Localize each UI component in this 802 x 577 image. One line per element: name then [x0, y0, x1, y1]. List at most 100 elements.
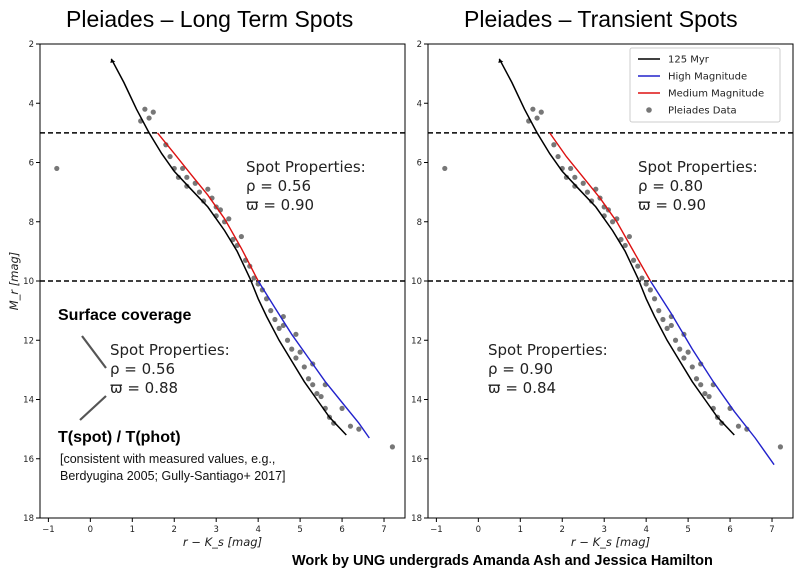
right-lower-varpi: ϖ = 0.84 — [488, 379, 557, 397]
left-lower-varpi: ϖ = 0.88 — [110, 379, 179, 397]
y-tick-label: 14 — [23, 396, 34, 406]
callout-line-varpi — [79, 395, 107, 421]
pleiades-data-point — [289, 346, 295, 352]
pleiades-data-point — [744, 426, 750, 432]
y-tick-label: 16 — [23, 455, 34, 465]
x-tick-label: 7 — [381, 525, 386, 535]
pleiades-data-point — [681, 355, 687, 361]
x-tick-label: 7 — [769, 525, 774, 535]
x-tick-label: 0 — [88, 525, 93, 535]
pleiades-data-point — [276, 325, 282, 331]
surface-coverage-label: Surface coverage — [58, 307, 192, 324]
pleiades-data-point — [201, 198, 207, 204]
y-tick-label: 10 — [411, 277, 422, 287]
pleiades-data-point — [180, 165, 186, 172]
x-tick-label: 1 — [130, 525, 135, 535]
pleiades-data-point — [706, 393, 712, 400]
pleiades-data-point — [689, 364, 695, 370]
high-line — [257, 280, 370, 439]
right-lower-spot-properties: Spot Properties: ρ = 0.90 ϖ = 0.84 — [488, 341, 608, 398]
right-spot-properties: Spot Properties: ρ = 0.80 ϖ = 0.90 — [638, 158, 758, 215]
x-tick-label: 2 — [560, 525, 565, 535]
pleiades-data-point — [356, 426, 362, 432]
x-tick-label: 0 — [476, 525, 481, 535]
pleiades-data-point — [572, 183, 578, 189]
pleiades-data-point — [389, 444, 396, 450]
pleiades-data-point — [530, 106, 536, 112]
y-tick-label: 8 — [417, 218, 422, 228]
pleiades-data-point — [618, 236, 624, 243]
right-panel-title: Pleiades – Transient Spots — [464, 6, 738, 32]
pleiades-data-point — [622, 242, 628, 249]
y-tick-label: 2 — [29, 40, 34, 50]
left-spot-properties: Spot Properties: ρ = 0.56 ϖ = 0.90 — [246, 158, 366, 215]
pleiades-data-point — [142, 106, 148, 112]
pleiades-data-point — [555, 153, 561, 160]
y-tick-label: 12 — [23, 336, 34, 346]
pleiades-data-point — [167, 153, 173, 160]
x-tick-label: −1 — [430, 525, 443, 535]
pleiades-data-point — [538, 109, 544, 115]
legend-box — [629, 47, 781, 123]
legend-label: Medium Magnitude — [668, 89, 764, 100]
pleiades-data-point — [589, 198, 595, 204]
pleiades-data-point — [150, 109, 156, 115]
pleiades-data-point — [685, 349, 691, 355]
left-lower-heading: Spot Properties: — [110, 341, 230, 359]
isochrone-arrowhead — [498, 58, 504, 63]
pleiades-data-point — [442, 165, 448, 172]
annotation-callout-lines — [79, 335, 107, 421]
pleiades-data-point — [268, 308, 274, 314]
reference-note-line2: Berdyugina 2005; Gully-Santiago+ 2017] — [60, 469, 286, 483]
callout-line-rho — [81, 335, 107, 369]
x-tick-label: 4 — [643, 525, 648, 535]
pleiades-data-point — [668, 322, 674, 329]
left-lower-rho: ρ = 0.56 — [110, 360, 176, 378]
left-spot-rho: ρ = 0.56 — [246, 177, 312, 195]
x-tick-label: 5 — [685, 525, 690, 535]
pleiades-data-point — [54, 165, 60, 172]
x-tick-label: 6 — [727, 525, 732, 535]
y-tick-label: 4 — [29, 99, 34, 109]
pleiades-data-point — [146, 115, 152, 121]
medium-line — [156, 132, 259, 282]
x-tick-label: 6 — [339, 525, 344, 535]
pleiades-data-point — [238, 233, 244, 240]
credit-line: Work by UNG undergrads Amanda Ash and Je… — [292, 553, 713, 569]
pleiades-data-point — [551, 142, 557, 148]
pleiades-data-point — [205, 186, 211, 192]
pleiades-data-point — [630, 257, 637, 263]
left-lower-spot-properties: Spot Properties: ρ = 0.56 ϖ = 0.88 — [110, 341, 230, 398]
x-tick-label: 1 — [518, 525, 523, 535]
reference-note: [consistent with measured values, e.g., … — [60, 451, 286, 485]
pleiades-data-point — [735, 423, 742, 429]
pleiades-data-point — [643, 281, 649, 287]
x-axis-label: r − K_s [mag] — [571, 535, 650, 549]
y-tick-label: 2 — [417, 40, 422, 50]
pleiades-data-point — [777, 444, 784, 450]
right-lower-heading: Spot Properties: — [488, 341, 608, 359]
pleiades-data-point — [226, 216, 232, 222]
isochrone-line — [110, 58, 347, 436]
pleiades-data-point — [305, 376, 312, 382]
pleiades-data-point — [664, 325, 670, 331]
pleiades-data-point — [584, 189, 591, 195]
pleiades-data-point — [310, 382, 316, 388]
pleiades-data-point — [184, 174, 190, 180]
y-tick-label: 18 — [23, 514, 34, 524]
x-axis-label: r − K_s [mag] — [183, 535, 262, 549]
left-panel-title: Pleiades – Long Term Spots — [66, 6, 354, 32]
pleiades-data-point — [163, 142, 169, 148]
high-line — [649, 280, 775, 466]
x-tick-label: −1 — [42, 525, 55, 535]
pleiades-data-point — [580, 180, 586, 186]
pleiades-data-point — [572, 174, 578, 180]
temperature-ratio-label: T(spot) / T(phot) — [58, 429, 181, 446]
reference-note-line1: [consistent with measured values, e.g., — [60, 452, 276, 466]
legend-swatch — [646, 107, 652, 113]
y-axis-label: M_r [mag] — [7, 252, 21, 311]
pleiades-data-point — [626, 233, 632, 240]
pleiades-data-point — [672, 337, 679, 343]
